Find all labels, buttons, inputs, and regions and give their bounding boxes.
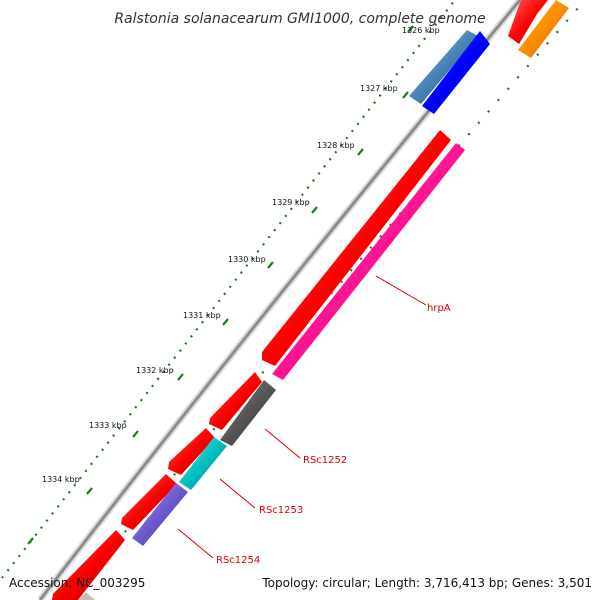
genome-summary-text: Topology: circular; Length: 3,716,413 bp… bbox=[261, 576, 592, 590]
cds-feature-red-mid3[interactable] bbox=[121, 474, 177, 530]
cds-feature-top-red[interactable] bbox=[508, 0, 548, 44]
tick-label: 1331 kbp bbox=[183, 311, 221, 320]
map-title: Ralstonia solanacearum GMI1000, complete… bbox=[114, 11, 485, 27]
tick-label: 1329 kbp bbox=[272, 198, 310, 207]
tick-label: 1327 kbp bbox=[360, 84, 398, 93]
gene-label-RSc1252: RSc1252 bbox=[303, 455, 347, 466]
cds-feature-RSc1254[interactable] bbox=[132, 483, 188, 546]
cds-feature-blue[interactable] bbox=[422, 31, 490, 114]
tick-label: 1330 kbp bbox=[228, 255, 266, 264]
cds-feature-RSc1252[interactable] bbox=[220, 380, 276, 446]
inner-ruler-ticks bbox=[65, 0, 586, 600]
cds-feature-RSc1253[interactable] bbox=[179, 437, 227, 490]
tick-label: 1328 kbp bbox=[317, 141, 355, 150]
major-ticks bbox=[27, 25, 414, 545]
tick-label: 1334 kbp bbox=[42, 475, 80, 484]
cds-feature-grey-bottom[interactable] bbox=[78, 592, 95, 600]
cds-feature-red-mid1[interactable] bbox=[209, 372, 262, 430]
gene-label-RSc1254: RSc1254 bbox=[216, 555, 260, 566]
accession-text: Accession: NC_003295 bbox=[9, 576, 145, 590]
label-leaders bbox=[177, 275, 427, 559]
cds-feature-red-bottom[interactable] bbox=[52, 530, 125, 600]
cds-feature-hrpA[interactable] bbox=[272, 143, 465, 380]
tick-label: 1333 kbp bbox=[89, 421, 127, 430]
gene-label-RSc1253: RSc1253 bbox=[259, 505, 303, 516]
gene-label-hrpA: hrpA bbox=[427, 303, 451, 314]
cds-feature-red-mid2[interactable] bbox=[168, 428, 215, 475]
cds-feature-red-large[interactable] bbox=[262, 130, 451, 366]
tick-label: 1326 kbp bbox=[402, 26, 440, 35]
cds-feature-steelblue[interactable] bbox=[409, 30, 478, 104]
tick-label: 1332 kbp bbox=[136, 366, 174, 375]
cds-feature-orange[interactable] bbox=[518, 0, 569, 58]
